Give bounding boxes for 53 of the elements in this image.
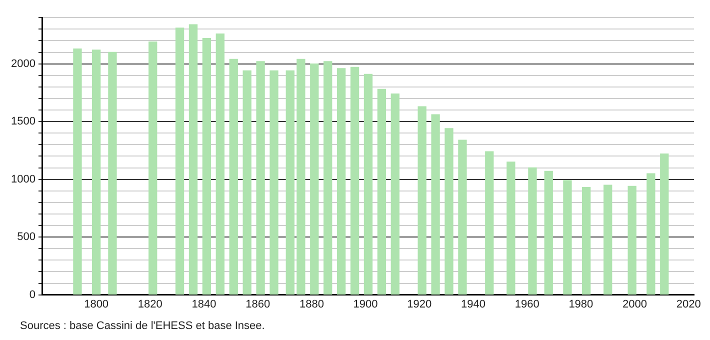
bar [418, 106, 426, 295]
y-tick-label: 1500 [10, 116, 36, 128]
bar [582, 187, 591, 295]
bar [336, 68, 346, 295]
x-tick-label: 1820 [138, 298, 162, 310]
bar [563, 180, 572, 295]
bar [256, 61, 265, 295]
x-tick-label: 1800 [84, 298, 109, 310]
y-tick-label: 0 [29, 288, 36, 301]
bar [229, 58, 238, 295]
bar [108, 52, 117, 295]
bar [390, 94, 400, 295]
bar [506, 162, 516, 295]
bar [242, 70, 252, 295]
bar [444, 128, 454, 295]
bar [175, 28, 184, 295]
x-tick-label: 1880 [299, 298, 324, 310]
bar [216, 33, 224, 295]
x-tick-label: 1960 [514, 298, 540, 310]
x-tick-label: 2020 [676, 298, 701, 310]
y-tick-label: 500 [17, 231, 36, 244]
bar [73, 48, 82, 295]
bar [202, 38, 212, 295]
y-tick-label: 1000 [10, 173, 36, 186]
bar [364, 74, 373, 295]
source-note: Sources : base Cassini de l'EHESS et base Insee. [20, 320, 266, 332]
bar [188, 24, 198, 295]
bar [431, 114, 440, 295]
bar [544, 170, 553, 295]
bar [324, 61, 332, 295]
bar [270, 70, 278, 295]
y-tick-label: 2000 [10, 58, 36, 70]
bar [148, 42, 158, 295]
bar [286, 70, 294, 295]
x-tick-label: 1900 [353, 298, 378, 310]
x-tick-label: 1920 [407, 298, 432, 310]
bar [310, 63, 319, 295]
bar [628, 186, 636, 295]
bar [485, 151, 494, 295]
bar [296, 58, 306, 295]
x-tick-label: 2000 [622, 298, 648, 310]
bar [604, 184, 612, 295]
x-tick-label: 1940 [460, 298, 486, 310]
bar [92, 50, 101, 295]
bar [660, 154, 669, 295]
x-tick-label: 1840 [192, 298, 216, 310]
x-tick-label: 1980 [568, 298, 594, 310]
bar [528, 167, 537, 295]
bar [377, 88, 386, 295]
x-tick-label: 1860 [246, 298, 270, 310]
bar [646, 173, 656, 295]
bar [350, 66, 360, 295]
bar [458, 140, 467, 295]
